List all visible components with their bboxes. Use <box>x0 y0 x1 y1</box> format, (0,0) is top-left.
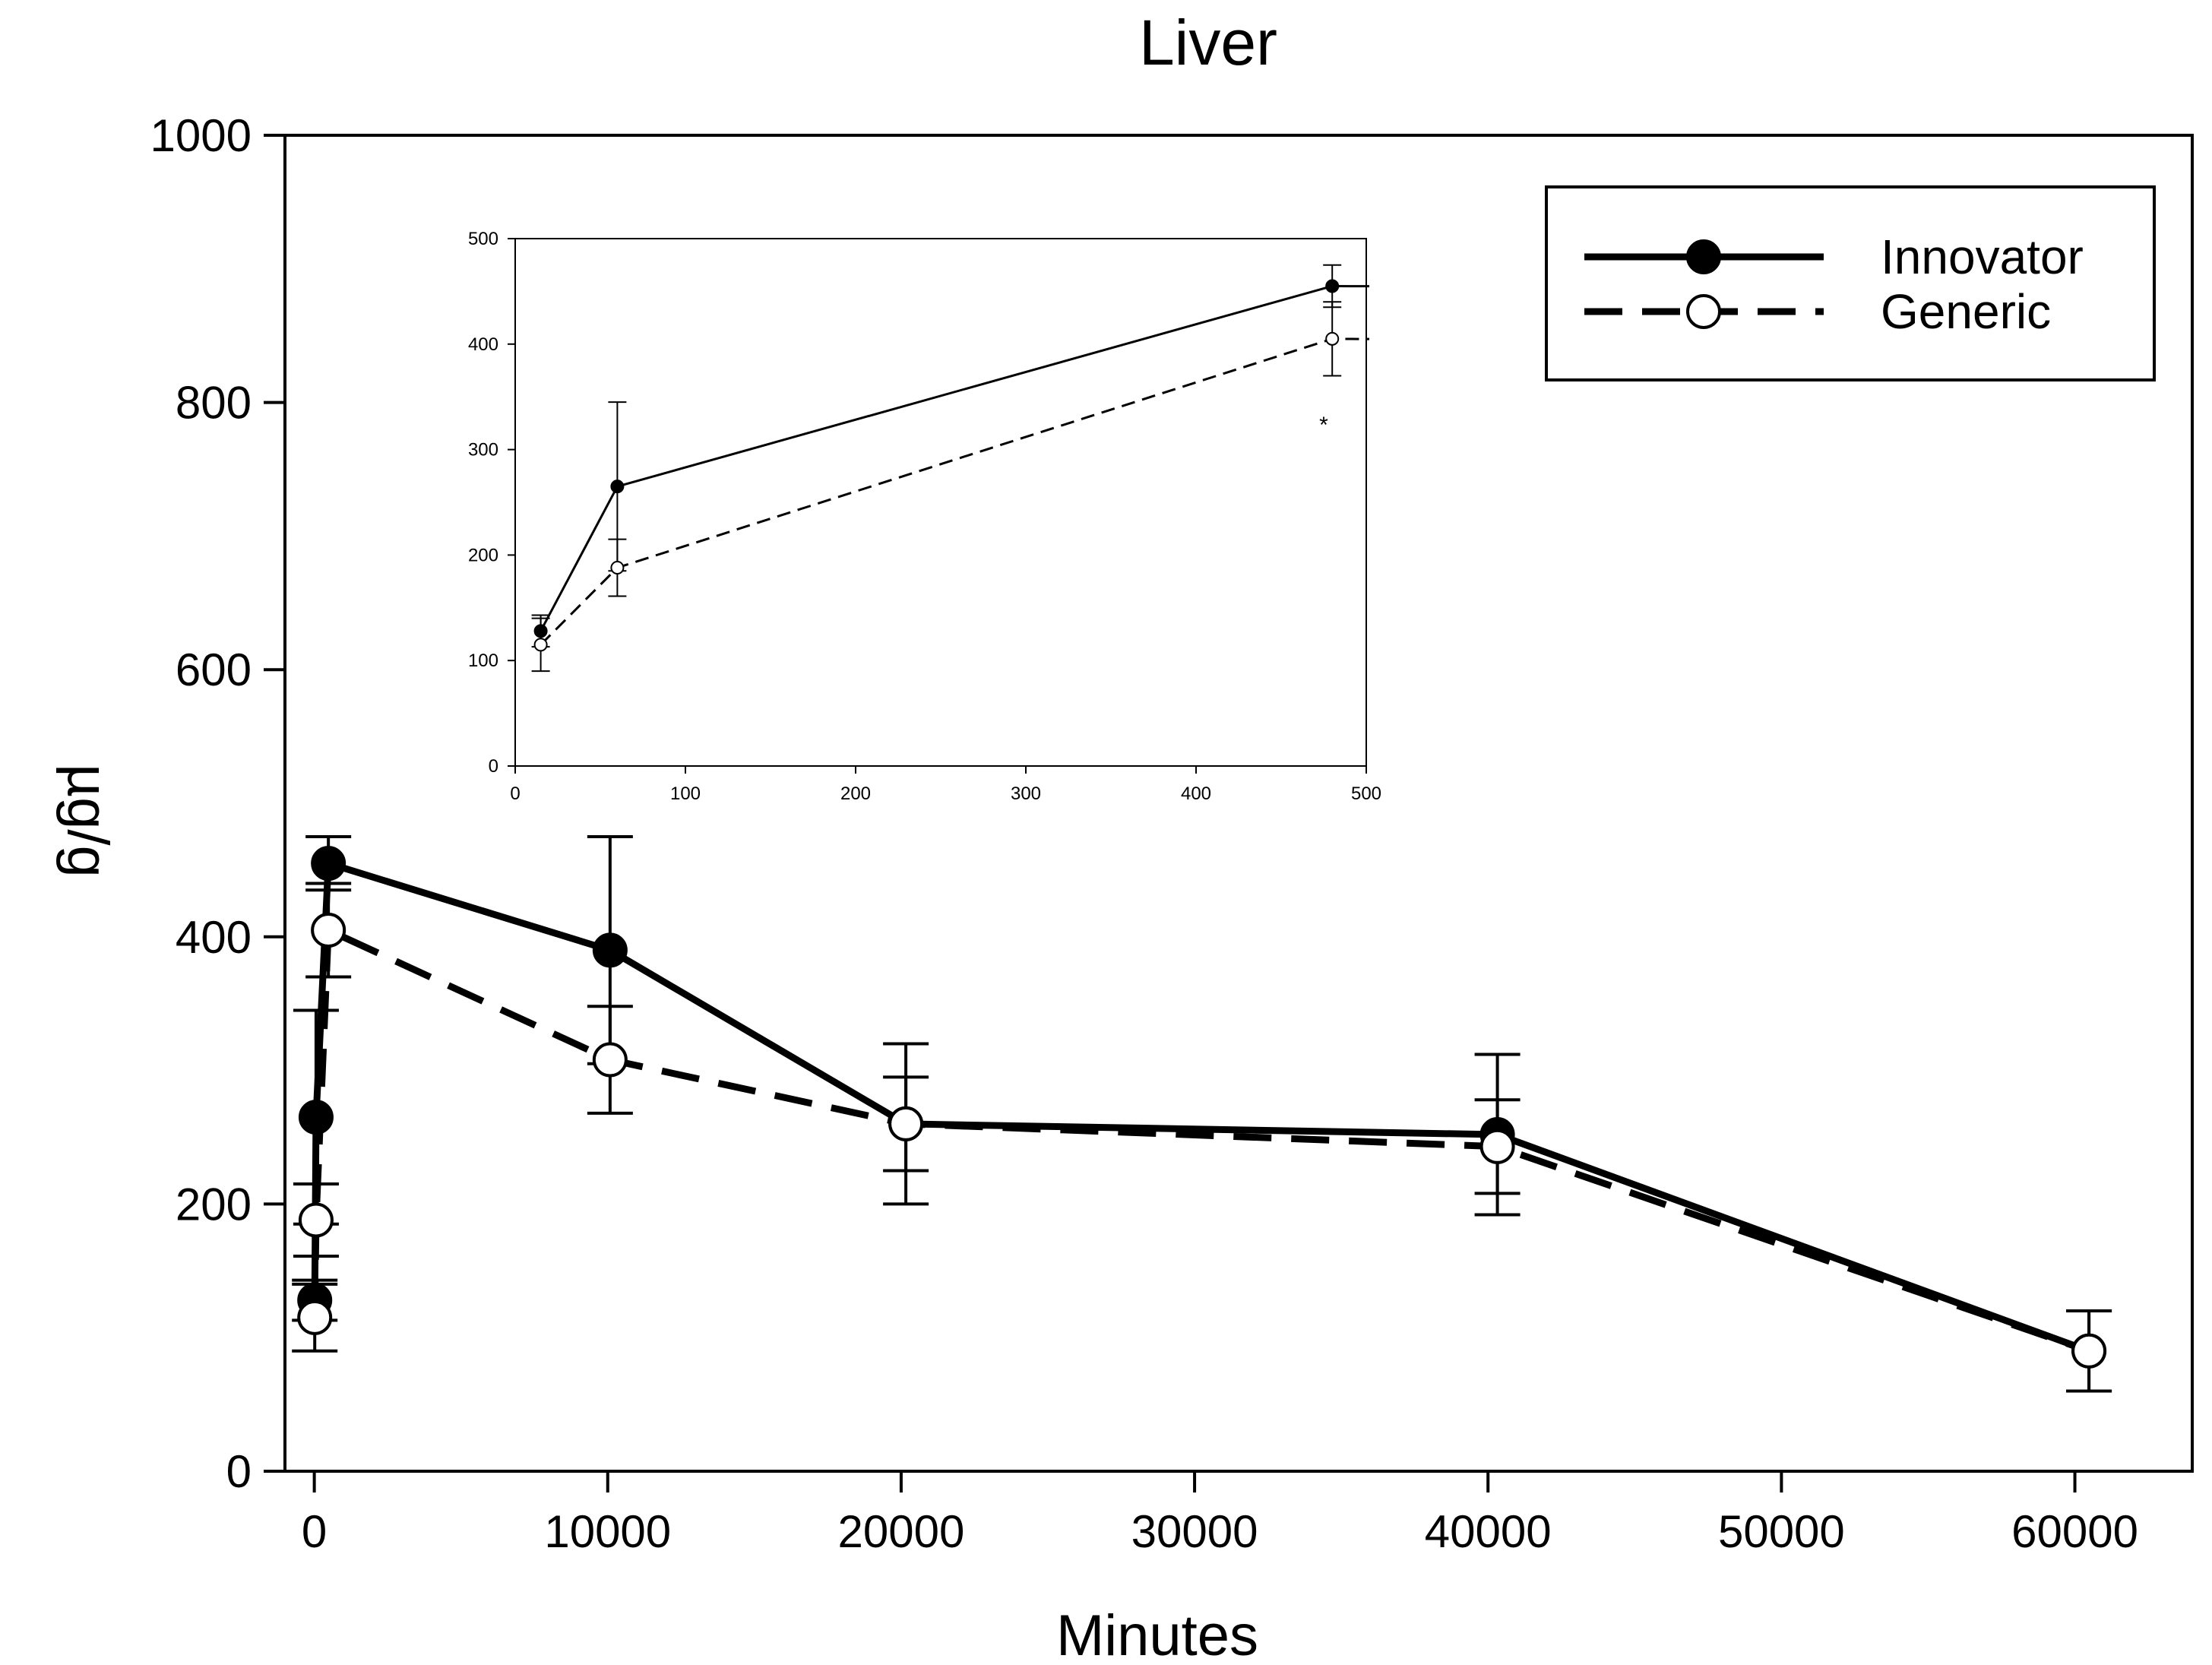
inset-plot: 0 100 200 300 400 500 0 100 200 300 400 500 * <box>468 229 1381 804</box>
inset-y-tick-label: 0 <box>489 756 498 777</box>
inset-axis-ticks: 0 100 200 300 400 500 0 100 200 300 400 500 <box>468 229 1381 804</box>
legend-marker-generic <box>1686 294 1721 329</box>
x-tick-label: 10000 <box>544 1506 671 1557</box>
generic-data-point <box>297 1299 333 1335</box>
inset-y-tick-label: 200 <box>468 545 498 565</box>
x-tick-label: 40000 <box>1425 1506 1552 1557</box>
x-tick-label: 0 <box>302 1506 327 1557</box>
generic-data-point <box>610 561 625 575</box>
legend-label-generic: Generic <box>1881 284 2051 339</box>
chart-title: Liver <box>1139 7 1277 78</box>
inset-x-tick-label: 500 <box>1351 783 1381 804</box>
generic-data-point <box>311 913 347 948</box>
innovator-data-point <box>592 932 628 968</box>
y-tick-label: 200 <box>176 1179 252 1230</box>
y-tick-label: 400 <box>176 912 252 963</box>
x-tick-label: 20000 <box>837 1506 964 1557</box>
y-tick-label: 1000 <box>150 110 252 161</box>
generic-series-line <box>311 926 2090 1355</box>
generic-data-point <box>298 1202 334 1238</box>
generic-data-point <box>1325 331 1340 346</box>
y-tick-label: 600 <box>176 644 252 695</box>
innovator-data-point <box>610 480 625 494</box>
inset-x-tick-label: 200 <box>840 783 871 804</box>
inset-series <box>531 264 1369 673</box>
inset-y-tick-label: 500 <box>468 229 498 249</box>
inset-x-tick-label: 0 <box>510 783 520 804</box>
inset-x-tick-label: 400 <box>1181 783 1211 804</box>
inset-plot-frame <box>514 238 1367 767</box>
y-tick-label: 0 <box>226 1446 252 1497</box>
legend-label-innovator: Innovator <box>1881 229 2084 284</box>
generic-data-point <box>533 638 548 652</box>
main-plot-frame <box>283 134 2194 1473</box>
inset-annotation: * <box>1319 413 1328 438</box>
innovator-data-point <box>1325 279 1340 293</box>
generic-data-point <box>592 1042 628 1078</box>
x-axis-label: Minutes <box>1056 1603 1258 1665</box>
main-plot: 0 10000 20000 30000 40000 50000 60000020040060… <box>150 110 2194 1557</box>
x-tick-label: 30000 <box>1131 1506 1258 1557</box>
inset-x-tick-label: 300 <box>1011 783 1041 804</box>
y-tick-label: 800 <box>176 378 252 429</box>
generic-data-point <box>2071 1333 2107 1369</box>
legend-box <box>1545 185 2156 381</box>
inset-x-tick-label: 100 <box>670 783 701 804</box>
inset-y-tick-label: 100 <box>468 650 498 671</box>
y-axis-label: µg/g <box>55 764 120 877</box>
inset-y-tick-label: 300 <box>468 440 498 461</box>
x-tick-label: 60000 <box>2011 1506 2138 1557</box>
legend-marker-innovator <box>1686 239 1721 274</box>
inset-y-tick-label: 400 <box>468 334 498 355</box>
innovator-series-line <box>311 859 2090 1355</box>
main-series <box>292 834 2112 1393</box>
x-tick-label: 50000 <box>1718 1506 1845 1557</box>
innovator-data-point <box>298 1100 334 1135</box>
generic-data-point <box>1479 1128 1515 1164</box>
generic-data-point <box>888 1106 924 1141</box>
main-axis-ticks: 0 10000 20000 30000 40000 50000 60000020040060… <box>150 110 2138 1557</box>
innovator-data-point <box>311 846 347 882</box>
